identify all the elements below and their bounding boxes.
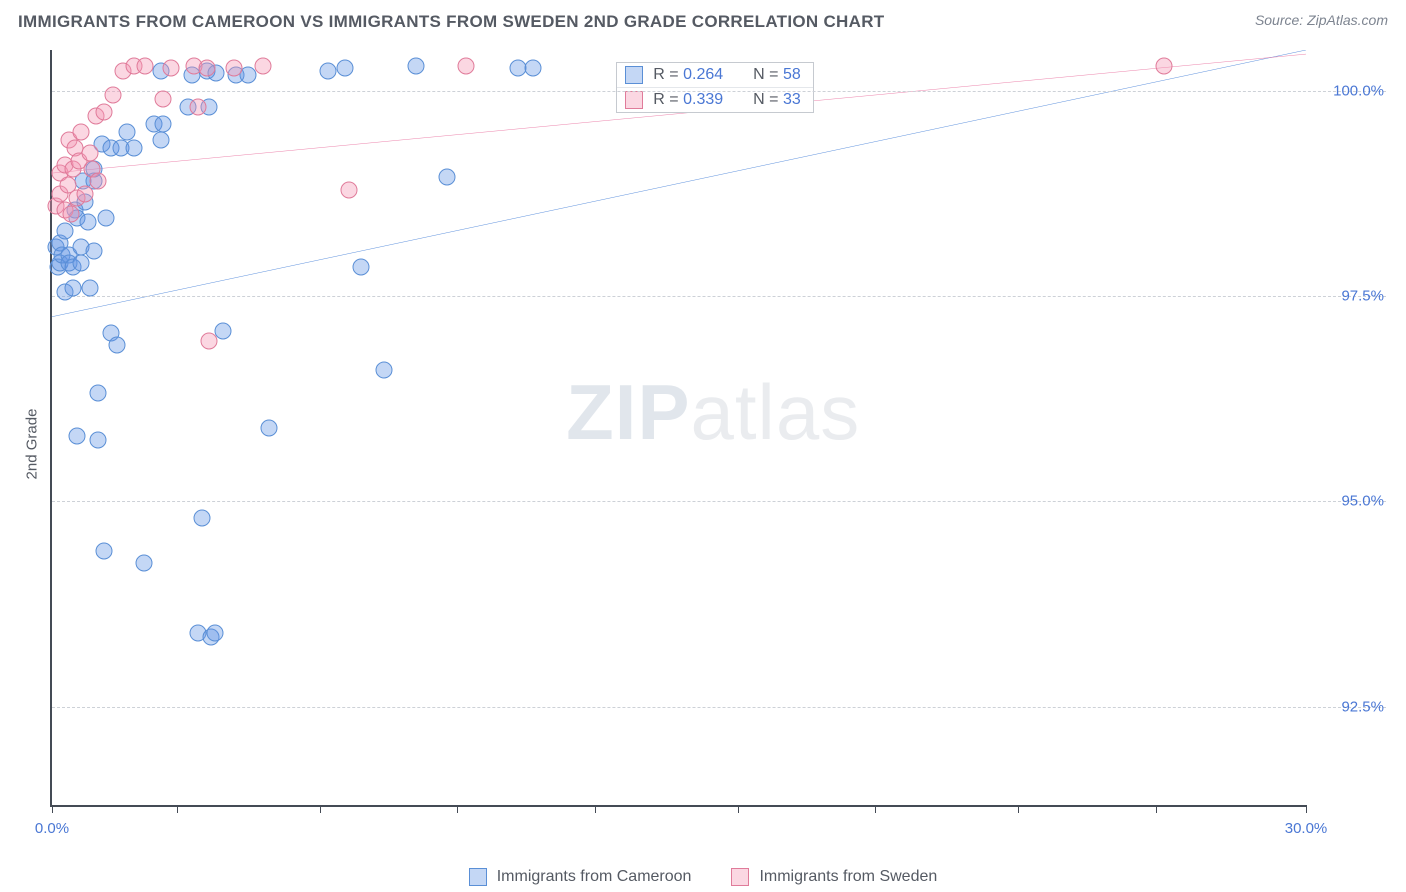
x-tick bbox=[320, 805, 321, 813]
gridline-h bbox=[52, 296, 1386, 297]
x-tick-label: 30.0% bbox=[1285, 820, 1328, 837]
data-point bbox=[439, 169, 456, 186]
data-point bbox=[163, 60, 180, 77]
gridline-h bbox=[52, 91, 1386, 92]
data-point bbox=[255, 58, 272, 75]
data-point bbox=[89, 173, 106, 190]
data-point bbox=[194, 509, 211, 526]
bottom-legend-label: Immigrants from Cameroon bbox=[497, 868, 692, 886]
plot-area: ZIPatlas R = 0.264N = 58R = 0.339N = 33 … bbox=[50, 50, 1306, 807]
x-tick bbox=[1156, 805, 1157, 813]
y-tick-label: 95.0% bbox=[1312, 493, 1384, 510]
data-point bbox=[1155, 58, 1172, 75]
n-value: 58 bbox=[783, 66, 801, 83]
data-point bbox=[524, 60, 541, 77]
data-point bbox=[261, 419, 278, 436]
y-axis-title: 2nd Grade bbox=[24, 408, 41, 479]
legend-swatch bbox=[625, 91, 643, 109]
data-point bbox=[104, 87, 121, 104]
gridline-h bbox=[52, 707, 1386, 708]
data-point bbox=[215, 322, 232, 339]
r-label: R = 0.339 bbox=[653, 91, 723, 109]
bottom-legend-label: Immigrants from Sweden bbox=[759, 868, 937, 886]
data-point bbox=[154, 115, 171, 132]
data-point bbox=[89, 431, 106, 448]
regression-lines bbox=[52, 50, 1306, 805]
n-value: 33 bbox=[783, 91, 801, 108]
data-point bbox=[336, 60, 353, 77]
x-tick bbox=[457, 805, 458, 813]
r-value: 0.339 bbox=[683, 91, 723, 108]
data-point bbox=[69, 427, 86, 444]
x-tick bbox=[52, 805, 53, 813]
data-point bbox=[135, 554, 152, 571]
legend-swatch bbox=[625, 66, 643, 84]
chart-source: Source: ZipAtlas.com bbox=[1255, 12, 1388, 28]
y-tick-label: 97.5% bbox=[1312, 288, 1384, 305]
data-point bbox=[225, 60, 242, 77]
x-tick bbox=[177, 805, 178, 813]
data-point bbox=[73, 124, 90, 141]
data-point bbox=[64, 279, 81, 296]
r-value: 0.264 bbox=[683, 66, 723, 83]
data-point bbox=[457, 58, 474, 75]
data-point bbox=[108, 337, 125, 354]
data-point bbox=[353, 259, 370, 276]
data-point bbox=[152, 132, 169, 149]
data-point bbox=[200, 333, 217, 350]
data-point bbox=[81, 144, 98, 161]
data-point bbox=[81, 279, 98, 296]
stats-legend: R = 0.264 N = 58 R = 0.339 N = 33 bbox=[616, 62, 813, 113]
watermark-atlas: atlas bbox=[690, 368, 860, 456]
legend-swatch bbox=[469, 868, 487, 886]
n-label: N = 33 bbox=[753, 91, 801, 109]
data-point bbox=[340, 181, 357, 198]
data-point bbox=[190, 99, 207, 116]
data-point bbox=[96, 542, 113, 559]
bottom-legend-item: Immigrants from Cameroon bbox=[469, 868, 692, 886]
bottom-legend-item: Immigrants from Sweden bbox=[731, 868, 937, 886]
gridline-h bbox=[52, 501, 1386, 502]
x-tick bbox=[1018, 805, 1019, 813]
data-point bbox=[136, 58, 153, 75]
data-point bbox=[319, 62, 336, 79]
stats-legend-row: R = 0.264 N = 58 bbox=[617, 63, 812, 88]
data-point bbox=[376, 362, 393, 379]
bottom-legend: Immigrants from Cameroon Immigrants from … bbox=[0, 868, 1406, 886]
x-tick bbox=[875, 805, 876, 813]
chart-title: IMMIGRANTS FROM CAMEROON VS IMMIGRANTS F… bbox=[18, 12, 884, 32]
x-tick bbox=[595, 805, 596, 813]
plot-area-wrapper: 2nd Grade ZIPatlas R = 0.264N = 58R = 0.… bbox=[50, 50, 1386, 837]
x-tick bbox=[1306, 805, 1307, 813]
chart-header: IMMIGRANTS FROM CAMEROON VS IMMIGRANTS F… bbox=[0, 0, 1406, 38]
data-point bbox=[125, 140, 142, 157]
legend-swatch bbox=[731, 868, 749, 886]
x-tick-label: 0.0% bbox=[35, 820, 69, 837]
watermark: ZIPatlas bbox=[566, 367, 860, 458]
data-point bbox=[198, 60, 215, 77]
r-label: R = 0.264 bbox=[653, 66, 723, 84]
data-point bbox=[85, 243, 102, 260]
data-point bbox=[62, 206, 79, 223]
data-point bbox=[89, 385, 106, 402]
data-point bbox=[119, 124, 136, 141]
n-label: N = 58 bbox=[753, 66, 801, 84]
watermark-zip: ZIP bbox=[566, 368, 690, 456]
y-tick-label: 100.0% bbox=[1312, 83, 1384, 100]
data-point bbox=[79, 214, 96, 231]
y-tick-label: 92.5% bbox=[1312, 698, 1384, 715]
data-point bbox=[98, 210, 115, 227]
data-point bbox=[407, 58, 424, 75]
data-point bbox=[96, 103, 113, 120]
data-point bbox=[154, 91, 171, 108]
x-tick bbox=[738, 805, 739, 813]
data-point bbox=[207, 624, 224, 641]
